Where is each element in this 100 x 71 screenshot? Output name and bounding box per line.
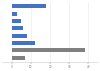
Bar [12,41,35,45]
Bar [12,4,46,9]
Bar [12,34,27,38]
Bar [12,56,25,60]
Bar [12,48,84,52]
Bar [12,19,21,23]
Bar [12,12,17,16]
Bar [12,26,23,30]
